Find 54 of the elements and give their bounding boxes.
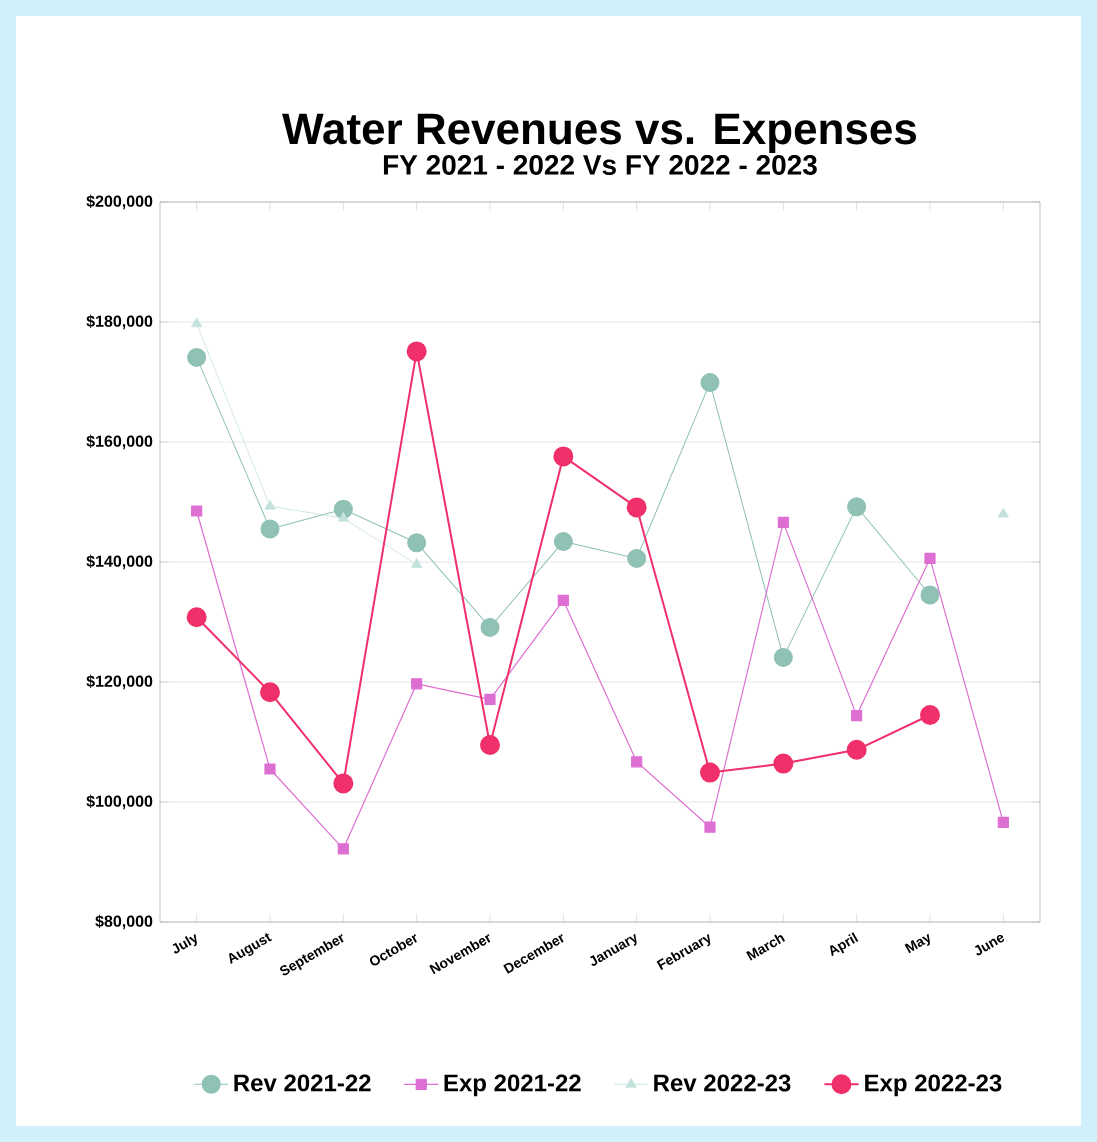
point: [264, 763, 276, 775]
point: [997, 507, 1009, 518]
point: [847, 497, 867, 517]
point: [997, 816, 1009, 828]
legend-label: Rev 2022-23: [654, 1074, 791, 1092]
x-tick-label: May: [904, 933, 930, 954]
point: [557, 594, 569, 606]
point: [700, 373, 720, 393]
point: [924, 552, 936, 564]
point: [700, 762, 720, 783]
y-tick-label: $80,000: [95, 914, 153, 930]
y-tick-label: $180,000: [86, 314, 153, 330]
point: [773, 753, 794, 774]
point: [407, 533, 427, 553]
point: [337, 843, 349, 855]
point: [627, 548, 647, 568]
point: [191, 317, 203, 328]
point: [260, 682, 280, 703]
point: [411, 558, 423, 568]
point: [553, 446, 574, 467]
point: [406, 341, 427, 362]
point: [337, 511, 349, 522]
point: [631, 756, 643, 768]
point: [411, 678, 423, 690]
point: [846, 739, 867, 760]
point: [777, 516, 789, 528]
y-tick-label: $200,000: [86, 194, 153, 210]
point: [187, 347, 207, 367]
point: [264, 499, 276, 510]
legend-label: Rev 2021-22: [234, 1074, 371, 1092]
point: [480, 735, 500, 755]
point: [553, 532, 573, 552]
point: [333, 773, 354, 794]
point: [260, 519, 280, 539]
point: [920, 585, 940, 605]
legend-label: Exp 2022-23: [865, 1074, 1002, 1097]
point: [484, 693, 496, 705]
x-tick-label: June: [974, 934, 1005, 956]
y-tick-label: $120,000: [86, 674, 153, 690]
y-tick-label: $100,000: [86, 794, 153, 810]
y-tick-label: $140,000: [86, 554, 153, 570]
chart-title: Water Revenues vs. Expenses: [282, 113, 917, 154]
point: [704, 821, 716, 833]
point: [186, 607, 207, 628]
point: [851, 710, 863, 722]
point: [480, 617, 500, 637]
x-tick-label: July: [172, 934, 197, 954]
chart-subtitle: FY 2021 - 2022 Vs FY 2022 - 2023: [383, 155, 817, 175]
point: [626, 497, 647, 518]
legend-label: Exp 2021-22: [444, 1074, 581, 1097]
point: [920, 705, 940, 725]
point: [773, 647, 793, 667]
point: [191, 505, 203, 517]
y-tick-label: $160,000: [86, 434, 153, 450]
